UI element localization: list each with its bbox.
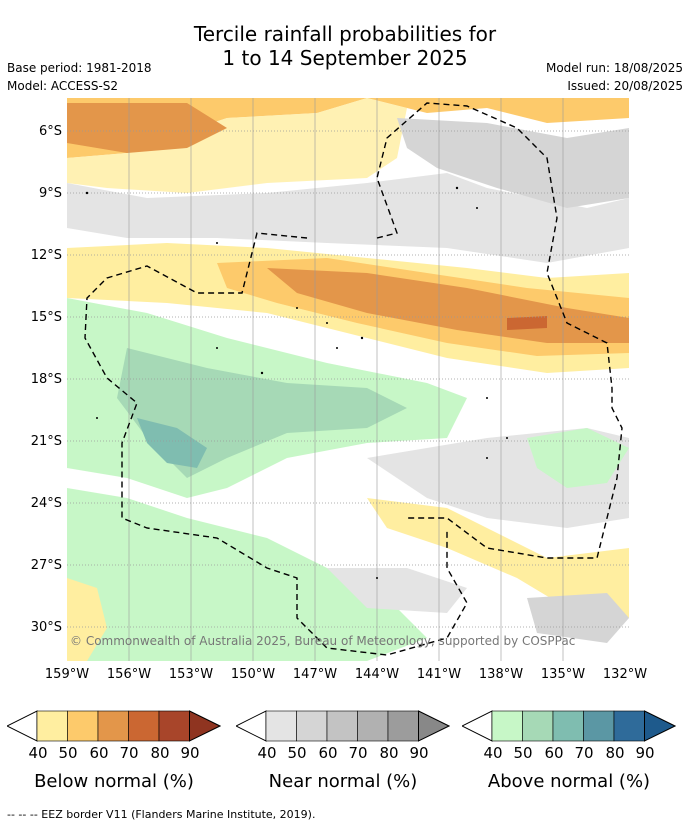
model-name: Model: ACCESS-S2 bbox=[7, 79, 119, 93]
lon-label-138w: 138°W bbox=[478, 667, 524, 682]
map-meridians bbox=[128, 98, 564, 661]
near-normal-region-ne bbox=[397, 118, 629, 208]
below-swatch-1 bbox=[36, 710, 68, 742]
colorbar-near-svg bbox=[234, 710, 451, 742]
near-tick-70: 70 bbox=[348, 744, 368, 762]
below-tick-60: 60 bbox=[89, 744, 109, 762]
below-swatch-2 bbox=[67, 710, 99, 742]
eez-footnote: -- -- -- EEZ border V11 (Flanders Marine… bbox=[7, 808, 316, 821]
lat-label-27s: 27°S bbox=[30, 558, 62, 573]
above-swatch-2 bbox=[522, 710, 554, 742]
probability-map bbox=[67, 98, 629, 661]
below-swatch-3 bbox=[97, 710, 129, 742]
below-tick-70: 70 bbox=[119, 744, 139, 762]
above-normal-label: Above normal (%) bbox=[487, 771, 651, 792]
lat-label-6s: 6°S bbox=[38, 124, 62, 139]
below-tick-40: 40 bbox=[28, 744, 48, 762]
near-swatch-3 bbox=[326, 710, 358, 742]
below-normal-region-south bbox=[367, 498, 629, 618]
issued-date: Issued: 20/08/2025 bbox=[567, 79, 683, 93]
lon-label-141w: 141°W bbox=[416, 667, 462, 682]
below-tick-80: 80 bbox=[150, 744, 170, 762]
near-normal-label: Near normal (%) bbox=[268, 771, 418, 792]
near-normal-region-se bbox=[527, 593, 629, 643]
below-normal-region-sw bbox=[67, 578, 107, 661]
right-metadata: Model run: 18/08/2025 Issued: 20/08/2025 bbox=[546, 59, 683, 95]
above-tick-90: 90 bbox=[635, 744, 655, 762]
near-normal-region-north bbox=[67, 173, 629, 263]
above-tick-50: 50 bbox=[513, 744, 533, 762]
near-swatch-5 bbox=[387, 710, 419, 742]
above-normal-region-sw bbox=[67, 488, 427, 661]
near-tick-40: 40 bbox=[257, 744, 277, 762]
near-swatch-4 bbox=[357, 710, 389, 742]
below-normal-region-north bbox=[67, 98, 629, 158]
colorbar-near-normal: 40 50 60 70 80 90 Near normal (%) bbox=[234, 710, 451, 792]
lat-label-24s: 24°S bbox=[30, 496, 62, 511]
colorbar-below-svg bbox=[5, 710, 222, 742]
below-tick-90: 90 bbox=[180, 744, 200, 762]
map-svg bbox=[67, 98, 629, 661]
lon-label-135w: 135°W bbox=[540, 667, 586, 682]
below-tick-50: 50 bbox=[58, 744, 78, 762]
island-markers bbox=[85, 186, 508, 579]
title-line-2: 1 to 14 September 2025 bbox=[222, 46, 468, 70]
near-swatch-2 bbox=[296, 710, 328, 742]
lat-label-9s: 9°S bbox=[38, 186, 62, 201]
below-normal-peak bbox=[507, 316, 547, 330]
base-period: Base period: 1981-2018 bbox=[7, 61, 152, 75]
lon-label-150w: 150°W bbox=[230, 667, 276, 682]
left-metadata: Base period: 1981-2018 Model: ACCESS-S2 bbox=[7, 59, 152, 95]
above-tick-70: 70 bbox=[574, 744, 594, 762]
lon-label-144w: 144°W bbox=[354, 667, 400, 682]
map-title: Tercile rainfall probabilities for 1 to … bbox=[0, 22, 690, 70]
above-normal-core-west bbox=[137, 418, 207, 468]
lat-label-15s: 15°S bbox=[30, 310, 62, 325]
model-run: Model run: 18/08/2025 bbox=[545, 61, 683, 75]
above-swatch-5 bbox=[613, 710, 645, 742]
colorbar-above-normal: 40 50 60 70 80 90 Above normal (%) bbox=[460, 710, 677, 792]
near-normal-region-south bbox=[327, 568, 467, 613]
lat-label-21s: 21°S bbox=[30, 434, 62, 449]
lon-label-156w: 156°W bbox=[106, 667, 152, 682]
above-swatch-3 bbox=[552, 710, 584, 742]
lat-label-30s: 30°S bbox=[30, 620, 62, 635]
below-swatch-4 bbox=[128, 710, 160, 742]
below-normal-label: Below normal (%) bbox=[34, 771, 194, 792]
lon-label-153w: 153°W bbox=[168, 667, 214, 682]
map-credit: © Commonwealth of Australia 2025, Bureau… bbox=[70, 634, 576, 648]
colorbar-above-svg bbox=[460, 710, 677, 742]
lon-label-147w: 147°W bbox=[292, 667, 338, 682]
near-tick-80: 80 bbox=[379, 744, 399, 762]
lat-label-12s: 12°S bbox=[30, 248, 62, 263]
near-swatch-1 bbox=[265, 710, 297, 742]
near-tick-90: 90 bbox=[409, 744, 429, 762]
colorbar-below-normal: 40 50 60 70 80 90 Below normal (%) bbox=[5, 710, 222, 792]
near-tick-60: 60 bbox=[318, 744, 338, 762]
lon-label-159w: 159°W bbox=[44, 667, 90, 682]
map-gridlines bbox=[67, 130, 629, 628]
eez-border-west bbox=[84, 232, 468, 656]
above-tick-60: 60 bbox=[544, 744, 564, 762]
below-normal-core-north bbox=[67, 103, 227, 153]
above-normal-region-east bbox=[527, 428, 629, 488]
lat-label-18s: 18°S bbox=[30, 372, 62, 387]
above-tick-80: 80 bbox=[605, 744, 625, 762]
above-tick-40: 40 bbox=[483, 744, 503, 762]
lon-label-132w: 132°W bbox=[602, 667, 648, 682]
title-line-1: Tercile rainfall probabilities for bbox=[193, 22, 497, 46]
below-swatch-5 bbox=[158, 710, 190, 742]
above-swatch-1 bbox=[491, 710, 523, 742]
below-normal-region-north-light bbox=[67, 98, 407, 193]
above-swatch-4 bbox=[583, 710, 615, 742]
near-tick-50: 50 bbox=[287, 744, 307, 762]
eez-border-north bbox=[376, 102, 623, 559]
